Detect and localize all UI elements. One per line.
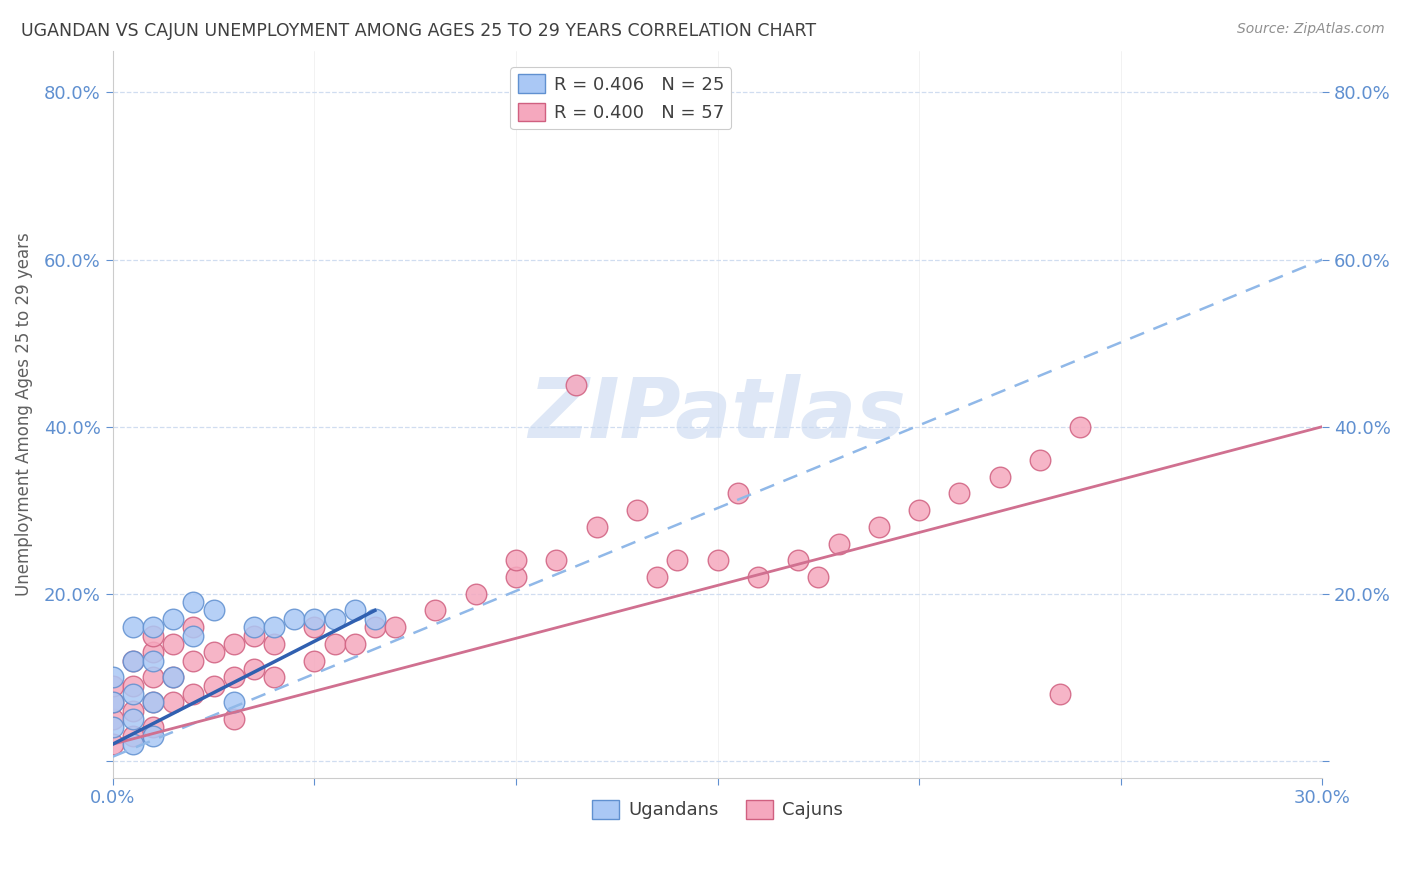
Point [101, 695, 124, 709]
Point [162, 612, 184, 626]
Point [142, 645, 165, 659]
Point [364, 612, 387, 626]
Point [1069, 419, 1091, 434]
Point [787, 553, 810, 567]
Point [122, 737, 145, 751]
Point [101, 670, 124, 684]
Text: Source: ZipAtlas.com: Source: ZipAtlas.com [1237, 22, 1385, 37]
Point [948, 486, 970, 500]
Point [645, 570, 668, 584]
Point [304, 620, 326, 634]
Point [727, 486, 749, 500]
Point [142, 628, 165, 642]
Point [343, 637, 366, 651]
Point [122, 704, 145, 718]
Point [122, 687, 145, 701]
Point [222, 712, 245, 726]
Point [101, 721, 124, 735]
Text: UGANDAN VS CAJUN UNEMPLOYMENT AMONG AGES 25 TO 29 YEARS CORRELATION CHART: UGANDAN VS CAJUN UNEMPLOYMENT AMONG AGES… [21, 22, 817, 40]
Point [304, 654, 326, 668]
Point [425, 603, 447, 617]
Point [283, 612, 305, 626]
Point [162, 695, 184, 709]
Point [122, 654, 145, 668]
Point [142, 721, 165, 735]
Point [122, 679, 145, 693]
Point [122, 729, 145, 743]
Point [183, 687, 205, 701]
Point [546, 553, 568, 567]
Point [585, 520, 607, 534]
Point [807, 570, 830, 584]
Point [263, 637, 285, 651]
Point [565, 377, 588, 392]
Point [101, 695, 124, 709]
Point [323, 612, 346, 626]
Point [142, 695, 165, 709]
Point [122, 654, 145, 668]
Point [142, 670, 165, 684]
Point [122, 712, 145, 726]
Point [162, 670, 184, 684]
Point [202, 679, 225, 693]
Point [142, 695, 165, 709]
Point [323, 637, 346, 651]
Point [908, 503, 931, 517]
Text: ZIPatlas: ZIPatlas [529, 374, 907, 455]
Point [101, 679, 124, 693]
Point [162, 637, 184, 651]
Point [304, 612, 326, 626]
Y-axis label: Unemployment Among Ages 25 to 29 years: Unemployment Among Ages 25 to 29 years [15, 232, 32, 596]
Point [384, 620, 406, 634]
Point [263, 670, 285, 684]
Point [101, 712, 124, 726]
Point [183, 654, 205, 668]
Point [364, 620, 387, 634]
Point [162, 670, 184, 684]
Point [868, 520, 890, 534]
Point [464, 587, 486, 601]
Point [666, 553, 689, 567]
Point [202, 645, 225, 659]
Point [827, 536, 849, 550]
Point [183, 628, 205, 642]
Point [222, 695, 245, 709]
Point [142, 620, 165, 634]
Point [243, 662, 266, 676]
Point [343, 603, 366, 617]
Point [988, 470, 1011, 484]
Point [222, 670, 245, 684]
Point [263, 620, 285, 634]
Point [1029, 453, 1052, 467]
Point [706, 553, 728, 567]
Point [1049, 687, 1071, 701]
Point [142, 729, 165, 743]
Point [505, 570, 527, 584]
Point [183, 620, 205, 634]
Point [243, 628, 266, 642]
Point [243, 620, 266, 634]
Point [101, 737, 124, 751]
Point [505, 553, 527, 567]
Legend: Ugandans, Cajuns: Ugandans, Cajuns [585, 793, 851, 827]
Point [202, 603, 225, 617]
Point [142, 654, 165, 668]
Point [122, 620, 145, 634]
Point [222, 637, 245, 651]
Point [626, 503, 648, 517]
Point [183, 595, 205, 609]
Point [747, 570, 769, 584]
